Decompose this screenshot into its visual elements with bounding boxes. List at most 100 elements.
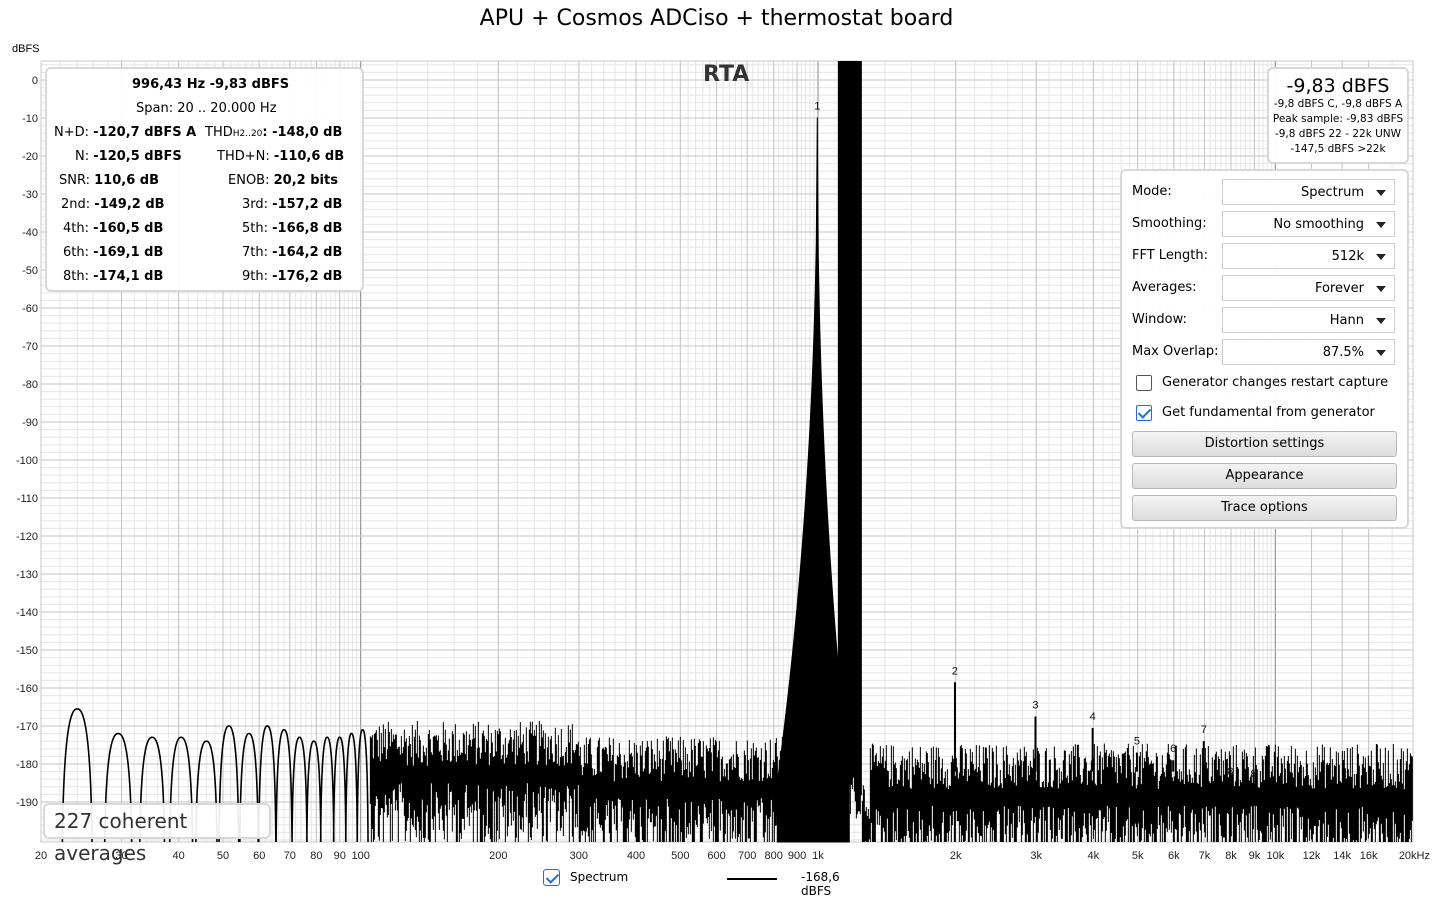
h3-row: 3rd: -157,2 dB xyxy=(242,197,343,212)
restart-capture-checkbox[interactable]: Generator changes restart capture xyxy=(1136,374,1401,394)
y-tick-label: -40 xyxy=(22,227,38,239)
smoothing-row: Smoothing: No smoothing xyxy=(1132,211,1397,237)
legend-line-swatch xyxy=(727,878,777,880)
h2-row: 2nd: -149,2 dB xyxy=(61,197,165,212)
x-tick-label: 5k xyxy=(1132,850,1144,862)
window-label: Window: xyxy=(1132,312,1187,327)
window-select[interactable]: Hann xyxy=(1222,307,1395,333)
x-tick-label: 20 xyxy=(35,850,47,862)
enob-row: ENOB: 20,2 bits xyxy=(228,173,338,188)
x-tick-label: 1k xyxy=(812,850,824,862)
averages-select[interactable]: Forever xyxy=(1222,275,1395,301)
y-tick-label: -60 xyxy=(22,303,38,315)
harmonic-label: 1 xyxy=(814,100,820,112)
h9-row: 9th: -176,2 dB xyxy=(242,269,343,284)
averages-counter: 227 coherent averages xyxy=(43,803,271,865)
low-frequency-lobes xyxy=(61,708,369,843)
x-tick-label: 700 xyxy=(738,850,756,862)
harmonic-label: 5 xyxy=(1134,736,1140,748)
fundamental-from-generator-checkbox[interactable]: Get fundamental from generator xyxy=(1136,404,1401,424)
y-tick-label: -170 xyxy=(16,721,38,733)
x-tick-label: 10k xyxy=(1266,850,1284,862)
x-tick-label: 12k xyxy=(1303,850,1321,862)
y-tick-label: -140 xyxy=(16,607,38,619)
mode-select[interactable]: Spectrum xyxy=(1222,179,1395,205)
x-tick-label: 16k xyxy=(1360,850,1378,862)
distortion-settings-button[interactable]: Distortion settings xyxy=(1132,431,1397,457)
stats-panel: 996,43 Hz -9,83 dBFS Span: 20 .. 20.000 … xyxy=(45,67,364,292)
x-tick-label: 60 xyxy=(253,850,265,862)
chart-title: APU + Cosmos ADCiso + thermostat board xyxy=(479,6,954,31)
y-tick-label: -150 xyxy=(16,645,38,657)
fundamental-readout: 996,43 Hz -9,83 dBFS xyxy=(132,77,290,92)
x-tick-label: 800 xyxy=(764,850,782,862)
x-tick-label: 6k xyxy=(1168,850,1180,862)
x-tick-label: 400 xyxy=(627,850,645,862)
noise-row: N: -120,5 dBFS xyxy=(75,149,182,164)
y-tick-label: -90 xyxy=(22,417,38,429)
fft-length-label: FFT Length: xyxy=(1132,248,1209,263)
x-tick-label: 8k xyxy=(1225,850,1237,862)
x-tick-label: 50 xyxy=(217,850,229,862)
x-tick-label: 200 xyxy=(489,850,507,862)
harmonic-label: 8 xyxy=(1227,766,1233,778)
x-tick-label: 9k xyxy=(1249,850,1261,862)
harmonic-label: 3 xyxy=(1032,700,1038,712)
level-main-readout: -9,83 dBFS xyxy=(1286,75,1390,97)
y-tick-label: -160 xyxy=(16,683,38,695)
smoothing-select[interactable]: No smoothing xyxy=(1222,211,1395,237)
fft-length-row: FFT Length: 512k xyxy=(1132,243,1397,269)
x-tick-label: 20kHz xyxy=(1399,850,1430,862)
legend-checkbox[interactable] xyxy=(543,869,560,886)
y-tick-label: -100 xyxy=(16,455,38,467)
smoothing-label: Smoothing: xyxy=(1132,216,1207,231)
overlap-select[interactable]: 87.5% xyxy=(1222,339,1395,365)
spectrum-trace xyxy=(61,61,1413,843)
mode-row: Mode: Spectrum xyxy=(1132,179,1397,205)
thd-row: THDH2..20: -148,0 dB xyxy=(205,125,343,140)
chevron-down-icon xyxy=(1376,318,1386,324)
x-tick-label: 300 xyxy=(570,850,588,862)
trace-options-button[interactable]: Trace options xyxy=(1132,495,1397,521)
h7-row: 7th: -164,2 dB xyxy=(242,245,343,260)
appearance-button[interactable]: Appearance xyxy=(1132,463,1397,489)
y-tick-label: -10 xyxy=(22,113,38,125)
nd-row: N+D: -120,7 dBFS A xyxy=(54,125,197,140)
fft-length-select[interactable]: 512k xyxy=(1222,243,1395,269)
x-tick-label: 2k xyxy=(950,850,962,862)
x-axis-ticks: 20 30 40 50 60 70 80 90 100 200 300 400 500 600 700 800… xyxy=(35,850,1430,862)
harmonic-label: 4 xyxy=(1090,711,1096,723)
x-tick-label: 30 xyxy=(115,850,127,862)
y-tick-label: -120 xyxy=(16,531,38,543)
x-tick-label: 70 xyxy=(284,850,296,862)
legend-series-name: Spectrum xyxy=(570,870,629,884)
averages-row: Averages: Forever xyxy=(1132,275,1397,301)
harmonic-label: 6 xyxy=(1170,743,1176,755)
harmonic-label: 9 xyxy=(1251,768,1257,780)
x-tick-label: 3k xyxy=(1030,850,1042,862)
rta-label: RTA xyxy=(703,62,750,87)
harmonic-labels: 1 2 3 4 5 6 7 8 9 xyxy=(814,100,1257,780)
chevron-down-icon xyxy=(1376,286,1386,292)
y-tick-label: -110 xyxy=(17,493,38,505)
x-tick-label: 14k xyxy=(1333,850,1351,862)
y-tick-label: -70 xyxy=(22,341,38,353)
h6-row: 6th: -169,1 dB xyxy=(63,245,164,260)
chevron-down-icon xyxy=(1376,254,1386,260)
level-weighted: -9,8 dBFS C, -9,8 dBFS A xyxy=(1273,98,1403,110)
chevron-down-icon xyxy=(1376,222,1386,228)
y-axis-ticks: 0 -10 -20 -30 -40 -50 -60 -70 -80 -90 -100 -110 -120… xyxy=(16,75,38,809)
x-tick-label: 900 xyxy=(788,850,806,862)
legend: Spectrum -168,6 dBFS xyxy=(543,868,873,898)
controls-panel: Mode: Spectrum Smoothing: No smoothing F… xyxy=(1120,169,1409,529)
averages-label: Averages: xyxy=(1132,280,1197,295)
chevron-down-icon xyxy=(1376,350,1386,356)
legend-cursor-value: -168,6 dBFS xyxy=(801,870,840,898)
x-tick-label: 100 xyxy=(351,850,369,862)
thdn-row: THD+N: -110,6 dB xyxy=(217,149,345,164)
x-tick-label: 80 xyxy=(310,850,322,862)
x-tick-label: 600 xyxy=(707,850,725,862)
y-tick-label: -190 xyxy=(16,797,38,809)
h8-row: 8th: -174,1 dB xyxy=(63,269,164,284)
h4-row: 4th: -160,5 dB xyxy=(63,221,164,236)
